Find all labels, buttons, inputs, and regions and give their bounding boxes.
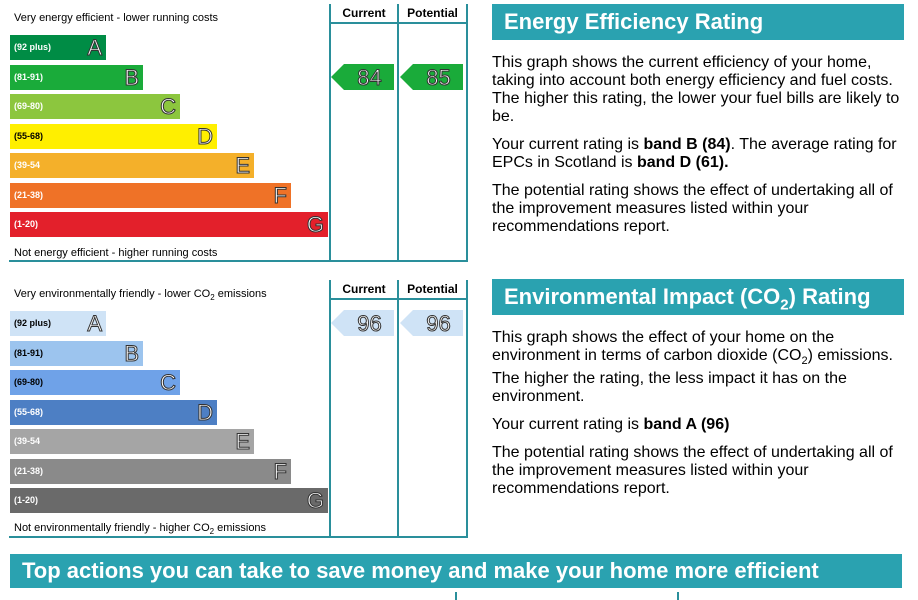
- band-letter: C: [160, 94, 177, 120]
- column-divider: [397, 280, 399, 538]
- column-divider: [329, 4, 331, 262]
- energy-rating-explanation: Energy Efficiency Rating This graph show…: [492, 4, 904, 246]
- band-g: (1-20) G: [10, 488, 328, 514]
- band-range: (81-91): [14, 347, 44, 358]
- energy-potential-text: The potential rating shows the effect of…: [492, 182, 893, 235]
- environmental-impact-chart: Current Potential Very environmentally f…: [0, 276, 470, 538]
- band-range: (39-54: [14, 160, 41, 170]
- current-column-header: Current: [342, 282, 386, 296]
- energy-description: This graph shows the current efficiency …: [492, 54, 900, 125]
- band-letter: D: [197, 123, 214, 149]
- band-letter: E: [235, 429, 251, 455]
- bottom-caption: Not environmentally friendly - higher CO…: [14, 522, 267, 537]
- column-header-line: [329, 22, 468, 24]
- band-letter: D: [197, 399, 214, 425]
- chart-bottom-line: [9, 536, 468, 538]
- environmental-potential-text: The potential rating shows the effect of…: [492, 444, 893, 498]
- current-rating-value: 96: [357, 311, 382, 337]
- chart-bottom-line: [9, 260, 468, 262]
- band-e: (39-54 E: [10, 429, 254, 455]
- band-letter: G: [306, 212, 324, 238]
- band-letter: A: [87, 311, 103, 337]
- top-caption: Very energy efficient - lower running co…: [14, 12, 219, 24]
- band-letter: F: [273, 458, 287, 484]
- band-range: (21-38): [14, 189, 44, 200]
- band-range: (92 plus): [14, 42, 52, 52]
- potential-rating-arrow: 96: [400, 310, 463, 337]
- band-b: (81-91) B: [10, 64, 143, 90]
- rating-arrow-shape: [331, 63, 394, 90]
- rating-arrow-shape: [400, 63, 463, 90]
- top-caption: Very environmentally friendly - lower CO…: [14, 288, 267, 303]
- band-range: (81-91): [14, 71, 44, 82]
- band-letter: B: [124, 340, 140, 366]
- band-f: (21-38) F: [10, 182, 291, 208]
- current-rating-value: 84: [357, 64, 382, 90]
- band-range: (39-54: [14, 436, 41, 446]
- band-range: (1-20): [14, 219, 39, 229]
- band-a: (92 plus) A: [10, 35, 106, 61]
- band-letter: C: [160, 370, 177, 396]
- band-f: (21-38) F: [10, 458, 291, 484]
- band-a: (92 plus) A: [10, 311, 106, 337]
- potential-column-header: Potential: [407, 282, 458, 296]
- potential-rating-value: 96: [426, 311, 451, 337]
- band-c: (69-80) C: [10, 370, 180, 396]
- environmental-current-rating-text: Your current rating is band A (96): [492, 416, 730, 434]
- band-range: (69-80): [14, 101, 44, 111]
- table-divider: [677, 592, 679, 600]
- column-divider: [397, 4, 399, 262]
- band-g: (1-20) G: [10, 212, 328, 238]
- band-range: (55-68): [14, 406, 44, 417]
- potential-column-header: Potential: [407, 6, 458, 20]
- bottom-caption: Not energy efficient - higher running co…: [14, 247, 218, 259]
- energy-rating-title: Energy Efficiency Rating: [492, 4, 904, 40]
- band-range: (55-68): [14, 130, 44, 141]
- energy-current-rating-text: Your current rating is band B (84). The …: [492, 136, 897, 171]
- band-d: (55-68) D: [10, 399, 217, 425]
- environmental-impact-explanation: Environmental Impact (CO2) Rating This g…: [492, 279, 904, 508]
- band-e: (39-54 E: [10, 153, 254, 179]
- current-rating-arrow: 96: [331, 310, 394, 337]
- band-letter: A: [87, 35, 103, 61]
- column-header-line: [329, 298, 468, 300]
- band-range: (21-38): [14, 465, 44, 476]
- environmental-description: This graph shows the effect of your home…: [492, 329, 893, 406]
- potential-rating-value: 85: [426, 64, 451, 90]
- current-column-header: Current: [342, 6, 386, 20]
- band-range: (1-20): [14, 495, 39, 505]
- band-range: (92 plus): [14, 318, 52, 328]
- column-divider: [466, 280, 468, 538]
- rating-arrow-shape: [331, 310, 394, 336]
- column-divider: [466, 4, 468, 262]
- band-letter: F: [273, 182, 287, 208]
- environmental-impact-title: Environmental Impact (CO2) Rating: [492, 279, 904, 315]
- top-actions-banner: Top actions you can take to save money a…: [10, 554, 902, 588]
- band-c: (69-80) C: [10, 94, 180, 120]
- current-rating-arrow: 84: [331, 63, 394, 90]
- band-d: (55-68) D: [10, 123, 217, 149]
- table-divider: [455, 592, 457, 600]
- band-b: (81-91) B: [10, 340, 143, 366]
- potential-rating-arrow: 85: [400, 63, 463, 90]
- band-letter: B: [124, 64, 140, 90]
- energy-rating-chart: Current Potential Very energy efficient …: [0, 0, 470, 262]
- band-letter: E: [235, 153, 251, 179]
- band-letter: G: [306, 488, 324, 514]
- rating-arrow-shape: [400, 310, 463, 336]
- band-range: (69-80): [14, 377, 44, 387]
- column-divider: [329, 280, 331, 538]
